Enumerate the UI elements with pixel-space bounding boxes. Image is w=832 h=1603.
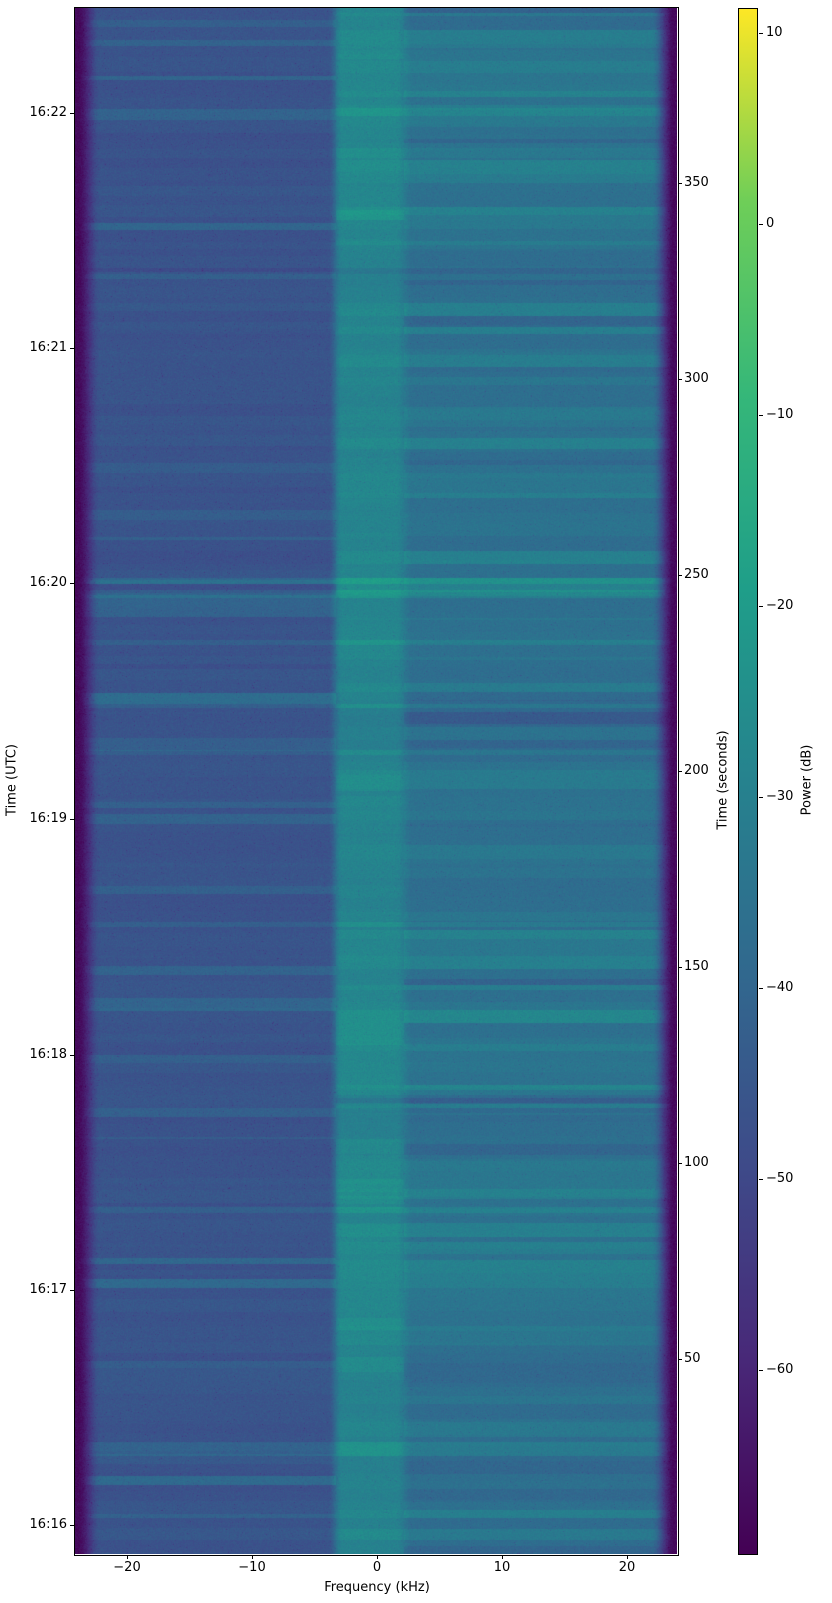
x-tick-label: 20 xyxy=(618,1560,636,1575)
x-tick-label: −10 xyxy=(238,1560,266,1575)
right-tick-mark xyxy=(678,967,682,968)
left-tick-mark xyxy=(70,1290,74,1291)
colorbar-tick-label: −50 xyxy=(766,1171,794,1186)
colorbar-axis-label: Power (dB) xyxy=(799,744,815,816)
colorbar-tick-label: −40 xyxy=(766,980,794,995)
x-tick-mark xyxy=(502,1555,503,1559)
right-tick-label: 100 xyxy=(684,1155,709,1170)
x-axis-label: Frequency (kHz) xyxy=(324,1580,430,1595)
y-axis-label-left: Time (UTC) xyxy=(4,744,20,816)
left-tick-mark xyxy=(70,113,74,114)
right-tick-label: 350 xyxy=(684,175,709,190)
x-tick-mark xyxy=(627,1555,628,1559)
colorbar xyxy=(738,8,758,1555)
y-axis-label-right: Time (seconds) xyxy=(715,730,731,830)
colorbar-tick-mark xyxy=(759,1179,763,1180)
x-tick-label: 0 xyxy=(372,1560,382,1575)
right-tick-label: 50 xyxy=(684,1351,701,1366)
colorbar-tick-mark xyxy=(759,1370,763,1371)
x-tick-mark xyxy=(252,1555,253,1559)
right-tick-mark xyxy=(678,575,682,576)
colorbar-tick-label: −60 xyxy=(766,1362,794,1377)
colorbar-tick-label: 10 xyxy=(766,25,783,40)
colorbar-tick-mark xyxy=(759,224,763,225)
left-tick-label: 16:16 xyxy=(29,1517,67,1532)
colorbar-tick-mark xyxy=(759,797,763,798)
left-tick-label: 16:22 xyxy=(29,105,67,120)
right-tick-mark xyxy=(678,1163,682,1164)
right-tick-label: 250 xyxy=(684,567,709,582)
right-tick-mark xyxy=(678,1359,682,1360)
right-tick-mark xyxy=(678,379,682,380)
left-tick-label: 16:19 xyxy=(29,811,67,826)
x-tick-label: −20 xyxy=(113,1560,141,1575)
colorbar-tick-label: 0 xyxy=(766,216,775,231)
right-tick-label: 200 xyxy=(684,763,709,778)
right-tick-mark xyxy=(678,771,682,772)
left-tick-label: 16:18 xyxy=(29,1047,67,1062)
colorbar-tick-mark xyxy=(759,606,763,607)
left-tick-label: 16:17 xyxy=(29,1282,67,1297)
left-tick-label: 16:21 xyxy=(29,340,67,355)
left-tick-mark xyxy=(70,348,74,349)
right-tick-mark xyxy=(678,183,682,184)
colorbar-tick-label: −30 xyxy=(766,789,794,804)
left-tick-mark xyxy=(70,819,74,820)
colorbar-tick-mark xyxy=(759,415,763,416)
colorbar-tick-label: −20 xyxy=(766,598,794,613)
left-tick-mark xyxy=(70,1055,74,1056)
right-tick-label: 300 xyxy=(684,371,709,386)
x-tick-mark xyxy=(127,1555,128,1559)
x-tick-label: 10 xyxy=(493,1560,511,1575)
colorbar-tick-mark xyxy=(759,988,763,989)
right-tick-label: 150 xyxy=(684,959,709,974)
x-tick-mark xyxy=(377,1555,378,1559)
left-tick-mark xyxy=(70,583,74,584)
colorbar-tick-mark xyxy=(759,33,763,34)
left-tick-mark xyxy=(70,1525,74,1526)
colorbar-tick-label: −10 xyxy=(766,407,794,422)
left-tick-label: 16:20 xyxy=(29,575,67,590)
spectrogram-canvas xyxy=(75,8,677,1554)
